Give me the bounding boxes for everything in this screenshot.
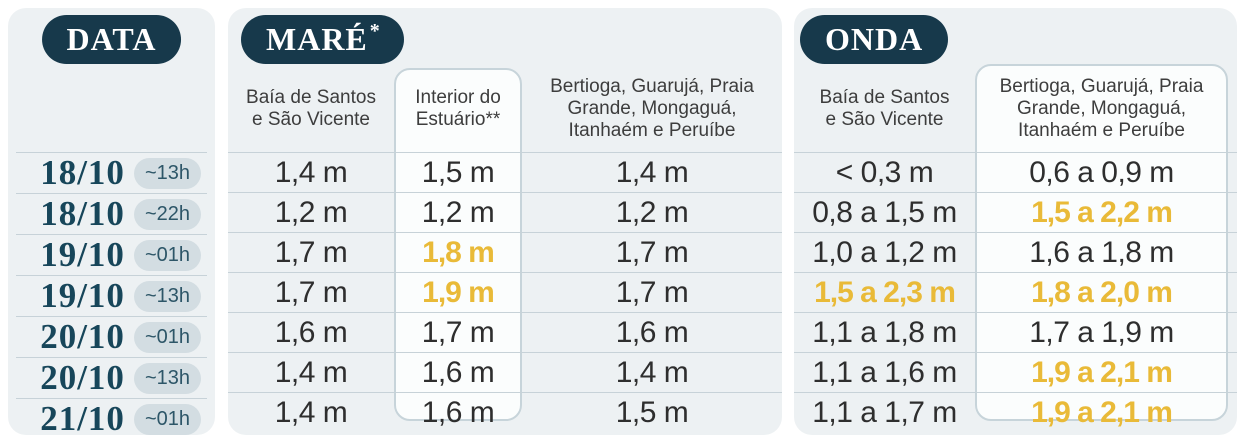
table-row: 1,1 a 1,6 m 1,9 a 2,1 m (794, 352, 1237, 392)
bertioga-column-card (975, 64, 1228, 421)
table-row: 1,6 m 1,7 m 1,6 m (228, 312, 782, 352)
table-row: 1,1 a 1,8 m 1,7 a 1,9 m (794, 312, 1237, 352)
date-label: 20/10 (40, 317, 125, 356)
tide-value-cell: 1,4 m (274, 155, 348, 189)
tide-value-cell: 1,8 m (422, 235, 495, 269)
table-row: 1,7 m 1,9 m 1,7 m (228, 272, 782, 312)
time-badge: ~13h (133, 362, 201, 394)
wave-rows: < 0,3 m 0,6 a 0,9 m 0,8 a 1,5 m 1,5 a 2,… (794, 152, 1237, 432)
wave-value-cell: 1,0 a 1,2 m (812, 235, 957, 269)
table-row: 19/10 ~13h (16, 275, 207, 316)
tide-value-cell: 1,6 m (615, 315, 689, 349)
table-row: 1,1 a 1,7 m 1,9 a 2,1 m (794, 392, 1237, 432)
table-row: 18/10 ~22h (16, 193, 207, 234)
column-header-estuary: Interior do Estuário** (415, 86, 501, 130)
wave-column-headers: Baía de Santos e São Vicente Bertioga, G… (794, 66, 1228, 152)
tide-value-cell: 1,2 m (615, 195, 689, 229)
time-badge: ~13h (133, 157, 201, 189)
tide-value-cell: 1,2 m (421, 195, 495, 229)
table-row: 1,2 m 1,2 m 1,2 m (228, 192, 782, 232)
estuary-column-card (394, 68, 522, 421)
tide-value-cell: 1,7 m (421, 315, 495, 349)
tide-value-cell: 1,7 m (274, 275, 348, 309)
date-panel-title: DATA (66, 21, 157, 57)
table-row: 1,4 m 1,5 m 1,4 m (228, 152, 782, 192)
table-row: 18/10 ~13h (16, 152, 207, 193)
date-panel-title-badge: DATA (41, 15, 182, 64)
wave-value-cell: 1,1 a 1,8 m (812, 315, 957, 349)
tide-value-cell: 1,4 m (615, 155, 689, 189)
time-badge: ~13h (133, 280, 201, 312)
table-row: 1,4 m 1,6 m 1,4 m (228, 352, 782, 392)
wave-value-cell: 1,8 a 2,0 m (1031, 275, 1173, 309)
table-row: 1,4 m 1,6 m 1,5 m (228, 392, 782, 432)
tide-panel-title: MARÉ (266, 21, 368, 57)
wave-panel: ONDA Baía de Santos e São Vicente Bertio… (794, 8, 1237, 435)
table-row: < 0,3 m 0,6 a 0,9 m (794, 152, 1237, 192)
table-row: 1,0 a 1,2 m 1,6 a 1,8 m (794, 232, 1237, 272)
time-badge: ~01h (133, 321, 201, 353)
tide-value-cell: 1,7 m (615, 275, 689, 309)
table-row: 21/10 ~01h (16, 398, 207, 439)
table-row: 19/10 ~01h (16, 234, 207, 275)
tide-panel: MARÉ * Baía de Santos e São Vicente Inter… (228, 8, 782, 435)
time-badge: ~01h (133, 403, 201, 435)
tide-value-cell: 1,5 m (615, 395, 689, 429)
wave-panel-title-badge: ONDA (800, 15, 949, 64)
date-panel: DATA 18/10 ~13h 18/10 ~22h 19/10 ~01h 19… (8, 8, 215, 438)
tide-value-cell: 1,9 m (422, 275, 495, 309)
column-header-bertioga: Bertioga, Guarujá, Praia Grande, Mongagu… (550, 75, 754, 142)
table-row: 0,8 a 1,5 m 1,5 a 2,2 m (794, 192, 1237, 232)
tide-value-cell: 1,6 m (421, 355, 495, 389)
table-row: 20/10 ~13h (16, 357, 207, 398)
tide-value-cell: 1,4 m (615, 355, 689, 389)
tide-panel-title-badge: MARÉ * (241, 15, 404, 64)
wave-value-cell: 1,9 a 2,1 m (1031, 395, 1173, 429)
time-badge: ~01h (133, 239, 201, 271)
wave-value-cell: 1,6 a 1,8 m (1029, 235, 1174, 269)
tide-value-cell: 1,4 m (274, 355, 348, 389)
date-rows: 18/10 ~13h 18/10 ~22h 19/10 ~01h 19/10 ~… (16, 152, 207, 438)
tide-value-cell: 1,6 m (421, 395, 495, 429)
date-label: 19/10 (40, 276, 125, 315)
date-label: 21/10 (40, 399, 125, 438)
wave-value-cell: 1,7 a 1,9 m (1029, 315, 1174, 349)
wave-value-cell: 1,1 a 1,6 m (812, 355, 957, 389)
table-row: 1,7 m 1,8 m 1,7 m (228, 232, 782, 272)
date-label: 20/10 (40, 358, 125, 397)
wave-value-cell: 0,6 a 0,9 m (1029, 155, 1174, 189)
date-label: 18/10 (40, 194, 125, 233)
date-label: 18/10 (40, 153, 125, 192)
tide-value-cell: 1,7 m (615, 235, 689, 269)
tide-value-cell: 1,7 m (274, 235, 348, 269)
wave-value-cell: 0,8 a 1,5 m (812, 195, 957, 229)
table-row: 20/10 ~01h (16, 316, 207, 357)
date-label: 19/10 (40, 235, 125, 274)
tide-value-cell: 1,5 m (421, 155, 495, 189)
wave-value-cell: < 0,3 m (835, 155, 934, 189)
wave-value-cell: 1,9 a 2,1 m (1031, 355, 1173, 389)
tide-rows: 1,4 m 1,5 m 1,4 m 1,2 m 1,2 m 1,2 m 1,7 … (228, 152, 782, 432)
column-header-santos: Baía de Santos e São Vicente (246, 86, 376, 130)
time-badge: ~22h (133, 198, 201, 230)
column-header-santos: Baía de Santos e São Vicente (819, 86, 950, 130)
wave-panel-title: ONDA (825, 21, 924, 57)
wave-value-cell: 1,5 a 2,2 m (1031, 195, 1173, 229)
column-header-bertioga: Bertioga, Guarujá, Praia Grande, Mongagu… (999, 75, 1204, 142)
wave-value-cell: 1,1 a 1,7 m (812, 395, 957, 429)
tide-value-cell: 1,2 m (274, 195, 348, 229)
tide-value-cell: 1,4 m (274, 395, 348, 429)
tide-value-cell: 1,6 m (274, 315, 348, 349)
tide-column-headers: Baía de Santos e São Vicente Interior do… (228, 66, 782, 152)
table-row: 1,5 a 2,3 m 1,8 a 2,0 m (794, 272, 1237, 312)
wave-value-cell: 1,5 a 2,3 m (814, 275, 956, 309)
